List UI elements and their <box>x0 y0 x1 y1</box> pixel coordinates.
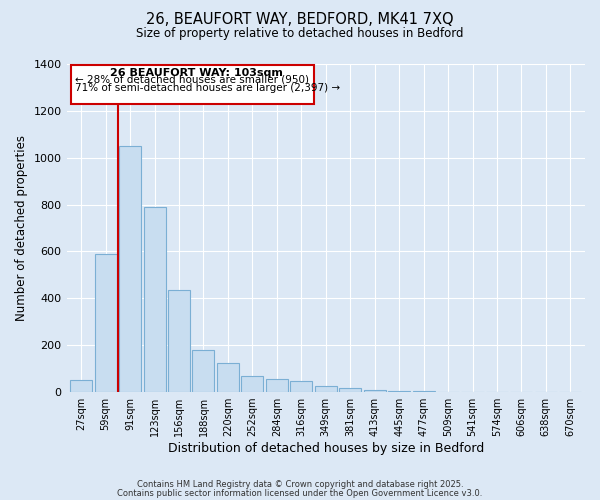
Y-axis label: Number of detached properties: Number of detached properties <box>15 135 28 321</box>
Bar <box>339 388 361 392</box>
Bar <box>193 350 214 392</box>
Text: Contains HM Land Registry data © Crown copyright and database right 2025.: Contains HM Land Registry data © Crown c… <box>137 480 463 489</box>
Text: 26, BEAUFORT WAY, BEDFORD, MK41 7XQ: 26, BEAUFORT WAY, BEDFORD, MK41 7XQ <box>146 12 454 28</box>
Bar <box>217 363 239 392</box>
Bar <box>168 290 190 392</box>
FancyBboxPatch shape <box>71 65 314 104</box>
Bar <box>266 379 288 392</box>
Text: ← 28% of detached houses are smaller (950): ← 28% of detached houses are smaller (95… <box>75 74 309 85</box>
Text: 71% of semi-detached houses are larger (2,397) →: 71% of semi-detached houses are larger (… <box>75 82 340 92</box>
Bar <box>290 381 313 392</box>
Bar <box>315 386 337 392</box>
Bar <box>364 390 386 392</box>
Bar <box>119 146 141 392</box>
X-axis label: Distribution of detached houses by size in Bedford: Distribution of detached houses by size … <box>167 442 484 455</box>
Bar <box>388 391 410 392</box>
Bar <box>143 207 166 392</box>
Bar <box>70 380 92 392</box>
Text: Contains public sector information licensed under the Open Government Licence v3: Contains public sector information licen… <box>118 488 482 498</box>
Bar <box>95 254 116 392</box>
Bar <box>241 376 263 392</box>
Text: 26 BEAUFORT WAY: 103sqm: 26 BEAUFORT WAY: 103sqm <box>110 68 283 78</box>
Text: Size of property relative to detached houses in Bedford: Size of property relative to detached ho… <box>136 28 464 40</box>
